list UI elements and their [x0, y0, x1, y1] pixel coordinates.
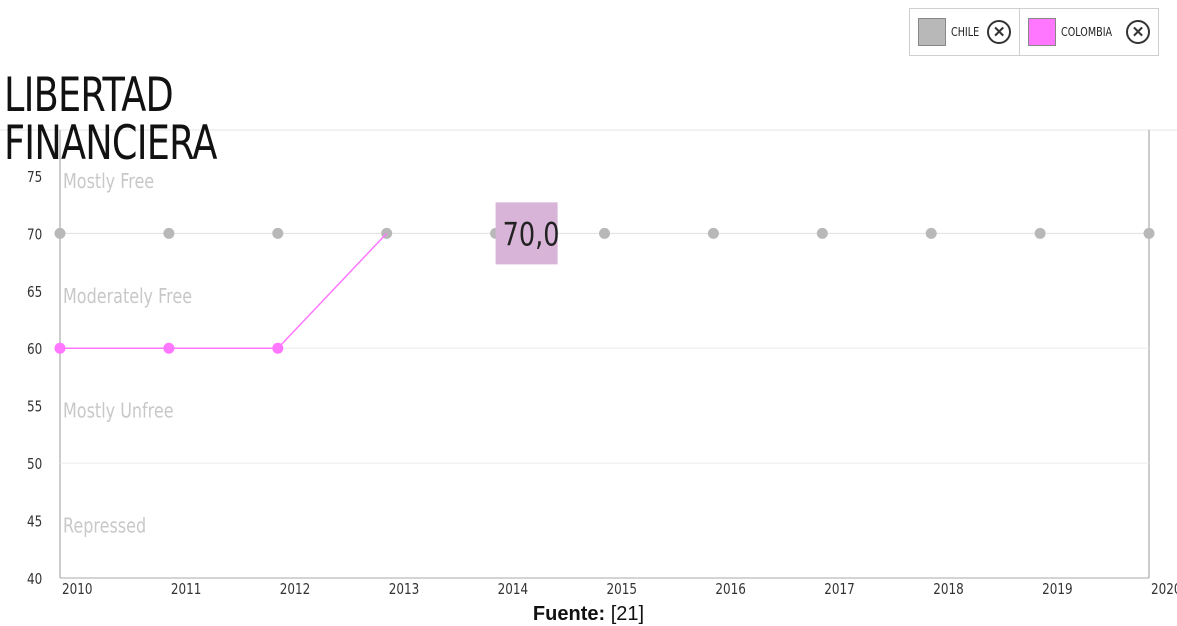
- title-line-1: LIBERTAD: [4, 68, 174, 123]
- legend-label-colombia: COLOMBIA: [1061, 25, 1113, 39]
- close-circle-icon[interactable]: ✕: [987, 20, 1012, 44]
- close-circle-icon[interactable]: ✕: [1126, 20, 1150, 44]
- data-point-chile: [1143, 227, 1155, 239]
- x-tick-label: 2020: [1151, 581, 1177, 599]
- band-label: Moderately Free: [63, 285, 192, 308]
- x-tick-label: 2010: [62, 581, 93, 599]
- source-ref: [21]: [610, 603, 645, 625]
- data-point-chile: [599, 227, 610, 239]
- y-tick-label: 75: [27, 169, 42, 187]
- legend-item-colombia[interactable]: COLOMBIA ✕: [1019, 8, 1159, 56]
- legend-item-chile[interactable]: CHILE ✕: [908, 8, 1021, 56]
- data-point-chile: [1034, 227, 1046, 239]
- x-tick-label: 2013: [389, 581, 420, 599]
- data-point-chile: [925, 227, 937, 239]
- x-tick-label: 2018: [933, 581, 964, 599]
- y-tick-label: 65: [27, 284, 42, 302]
- data-point-chile: [272, 227, 284, 239]
- y-tick-label: 70: [27, 226, 42, 244]
- x-tick-label: 2014: [498, 581, 529, 599]
- legend-label-chile: CHILE: [950, 25, 980, 39]
- chart-title: LIBERTAD FINANCIERA: [4, 72, 217, 168]
- band-label: Repressed: [63, 515, 146, 538]
- x-tick-label: 2019: [1042, 581, 1073, 599]
- data-point-chile: [816, 227, 828, 239]
- y-tick-label: 40: [27, 571, 42, 589]
- legend: CHILE ✕ COLOMBIA ✕: [908, 8, 1159, 56]
- x-tick-label: 2012: [280, 581, 311, 599]
- data-point-colombia: [54, 342, 66, 354]
- x-tick-label: 2017: [824, 581, 855, 599]
- series-line-colombia: [60, 232, 388, 350]
- x-tick-label: 2016: [715, 581, 746, 599]
- value-tooltip: [495, 202, 558, 265]
- band-label: Mostly Free: [63, 170, 154, 193]
- source-label: Fuente:: [532, 603, 606, 625]
- legend-swatch-chile: [917, 18, 946, 46]
- y-tick-label: 50: [27, 456, 42, 474]
- band-label: Mostly Unfree: [63, 400, 174, 423]
- data-point-chile: [163, 227, 175, 239]
- data-point-colombia: [163, 342, 175, 354]
- y-tick-label: 55: [27, 398, 42, 416]
- x-tick-label: 2015: [607, 581, 638, 599]
- value-tooltip-text: 70,0: [503, 216, 560, 254]
- legend-swatch-colombia: [1028, 18, 1057, 46]
- y-tick-label: 45: [27, 513, 42, 531]
- y-tick-label: 60: [27, 341, 42, 359]
- source-footer: Fuente: [21]: [0, 603, 1177, 626]
- data-point-colombia: [272, 342, 284, 354]
- data-point-chile: [707, 227, 719, 239]
- chart-area: Mostly Free Moderately Free Mostly Unfree R…: [0, 129, 1177, 599]
- data-point-chile: [54, 227, 66, 239]
- x-tick-label: 2011: [171, 581, 202, 599]
- title-line-2: FINANCIERA: [4, 116, 217, 171]
